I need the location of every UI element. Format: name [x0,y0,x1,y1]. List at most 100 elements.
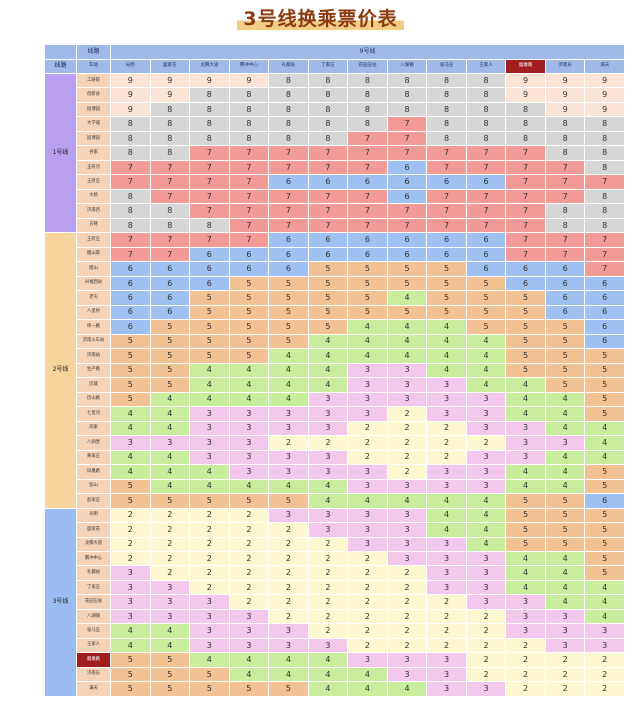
fare-cell: 5 [110,377,151,393]
fare-cell: 2 [228,536,270,553]
fare-cell: 3 [228,608,270,625]
fare-cell: 8 [307,130,349,147]
fare-cell: 6 [307,246,349,263]
table-row: 腊山 6 6 6 6 6 5 5 5 5 6 6 6 7 [45,261,626,277]
fare-cell: 9 [544,101,586,118]
station-name: 老屯 [76,290,111,306]
fare-cell: 3 [307,637,349,654]
fare-cell: 8 [149,217,191,234]
line-group-label: 3号线 [44,507,77,697]
fare-cell: 8 [544,203,586,219]
fare-cell: 8 [189,116,230,132]
fare-cell: 8 [544,145,586,161]
fare-cell: 4 [386,348,428,364]
fare-cell: 6 [268,261,309,277]
fare-cell: 4 [149,637,191,654]
fare-cell: 5 [189,681,230,697]
fare-cell: 7 [347,203,388,219]
station-name: 彭家庄 [76,493,111,509]
fare-cell: 4 [149,464,191,480]
station-name: 王府庄 [76,232,111,248]
fare-cell: 2 [228,507,270,524]
fare-table: 线路 9号线 线路 车站 光明 盛家花 龙腾大道 腾冲中心 礼都站 丁家庄 花园庄站 八湖镇 张马庄 王家… [44,44,626,697]
fare-cell: 3 [426,406,467,422]
fare-cell: 2 [426,623,467,639]
fare-cell: 7 [505,159,546,176]
fare-cell: 4 [110,420,151,437]
fare-cell: 4 [386,333,428,350]
fare-cell: 3 [149,579,191,596]
fare-cell: 4 [544,449,586,466]
fare-cell: 6 [149,261,191,277]
table-row: 济南西 8 8 7 7 7 7 7 7 7 7 7 8 8 [45,203,626,219]
table-row: 腾冲中心 2 2 2 2 2 2 2 3 3 3 4 4 5 [45,550,626,567]
fare-cell: 2 [228,579,270,596]
fare-cell: 8 [149,203,191,219]
fare-cell: 2 [189,536,230,553]
fare-cell: 5 [110,348,151,364]
fare-cell: 7 [149,246,191,263]
fare-table-body: 线路 9号线 线路 车站 光明 盛家花 龙腾大道 腾冲中心 礼都站 丁家庄 花园庄站 八湖镇 张马庄 王家… [44,44,626,697]
fare-cell: 3 [347,391,388,408]
fare-cell: 5 [268,304,309,321]
fare-cell: 7 [426,145,467,161]
fare-cell: 8 [307,116,349,132]
fare-cell: 2 [268,608,309,625]
fare-cell: 8 [228,116,270,132]
table-row: 腊山南 7 7 6 6 6 6 6 6 6 6 7 7 7 [45,246,626,263]
fare-cell: 3 [426,478,467,495]
fare-cell: 2 [268,435,309,451]
station-name: 八湖镇 [76,608,111,625]
station-name: 七里河 [76,406,111,422]
fare-cell: 4 [268,362,309,379]
fare-cell: 4 [584,449,626,466]
fare-cell: 5 [465,275,507,292]
fare-cell: 8 [426,87,467,103]
fare-cell: 6 [465,174,507,190]
fare-cell: 5 [228,304,270,321]
fare-cell: 2 [228,565,270,581]
table-row: 八里桥 6 6 5 5 5 5 5 5 5 5 5 6 6 [45,304,626,321]
fare-cell: 8 [465,101,507,118]
fare-cell: 2 [110,536,151,553]
fare-cell: 8 [149,130,191,147]
fare-cell: 3 [386,536,428,553]
fare-cell: 2 [426,420,467,437]
fare-cell: 8 [347,101,388,118]
fare-cell: 3 [347,521,388,538]
fare-cell: 6 [189,275,230,292]
fare-cell: 5 [228,275,270,292]
fare-cell: 7 [386,145,428,161]
fare-cell: 7 [505,217,546,234]
fare-cell: 4 [228,362,270,379]
fare-cell: 2 [386,637,428,654]
fare-cell: 2 [268,550,309,567]
fare-cell: 8 [268,87,309,103]
fare-cell: 4 [110,623,151,639]
fare-cell: 2 [465,435,507,451]
fare-cell: 3 [544,435,586,451]
fare-cell: 4 [426,348,467,364]
fare-cell: 7 [110,174,151,190]
fare-cell: 4 [505,579,546,596]
fare-cell: 2 [505,681,546,697]
fare-cell: 2 [347,449,388,466]
fare-cell: 3 [268,637,309,654]
fare-cell: 5 [584,464,626,480]
fare-cell: 7 [228,232,270,248]
fare-cell: 5 [544,348,586,364]
fare-cell: 4 [386,493,428,509]
fare-cell: 6 [110,319,151,335]
fare-cell: 7 [228,203,270,219]
fare-cell: 7 [505,188,546,205]
fare-cell: 5 [268,319,309,335]
fare-cell: 5 [584,406,626,422]
fare-cell: 2 [307,608,349,625]
table-row: 丁家庄 3 3 2 2 2 2 2 2 3 3 4 4 4 [45,579,626,596]
fare-cell: 4 [189,377,230,393]
table-row: 八涧堡 3 3 3 3 2 2 2 2 2 2 3 3 4 [45,435,626,451]
fare-cell: 6 [386,188,428,205]
fare-cell: 7 [307,203,349,219]
fare-cell: 2 [110,507,151,524]
fare-cell: 7 [307,188,349,205]
